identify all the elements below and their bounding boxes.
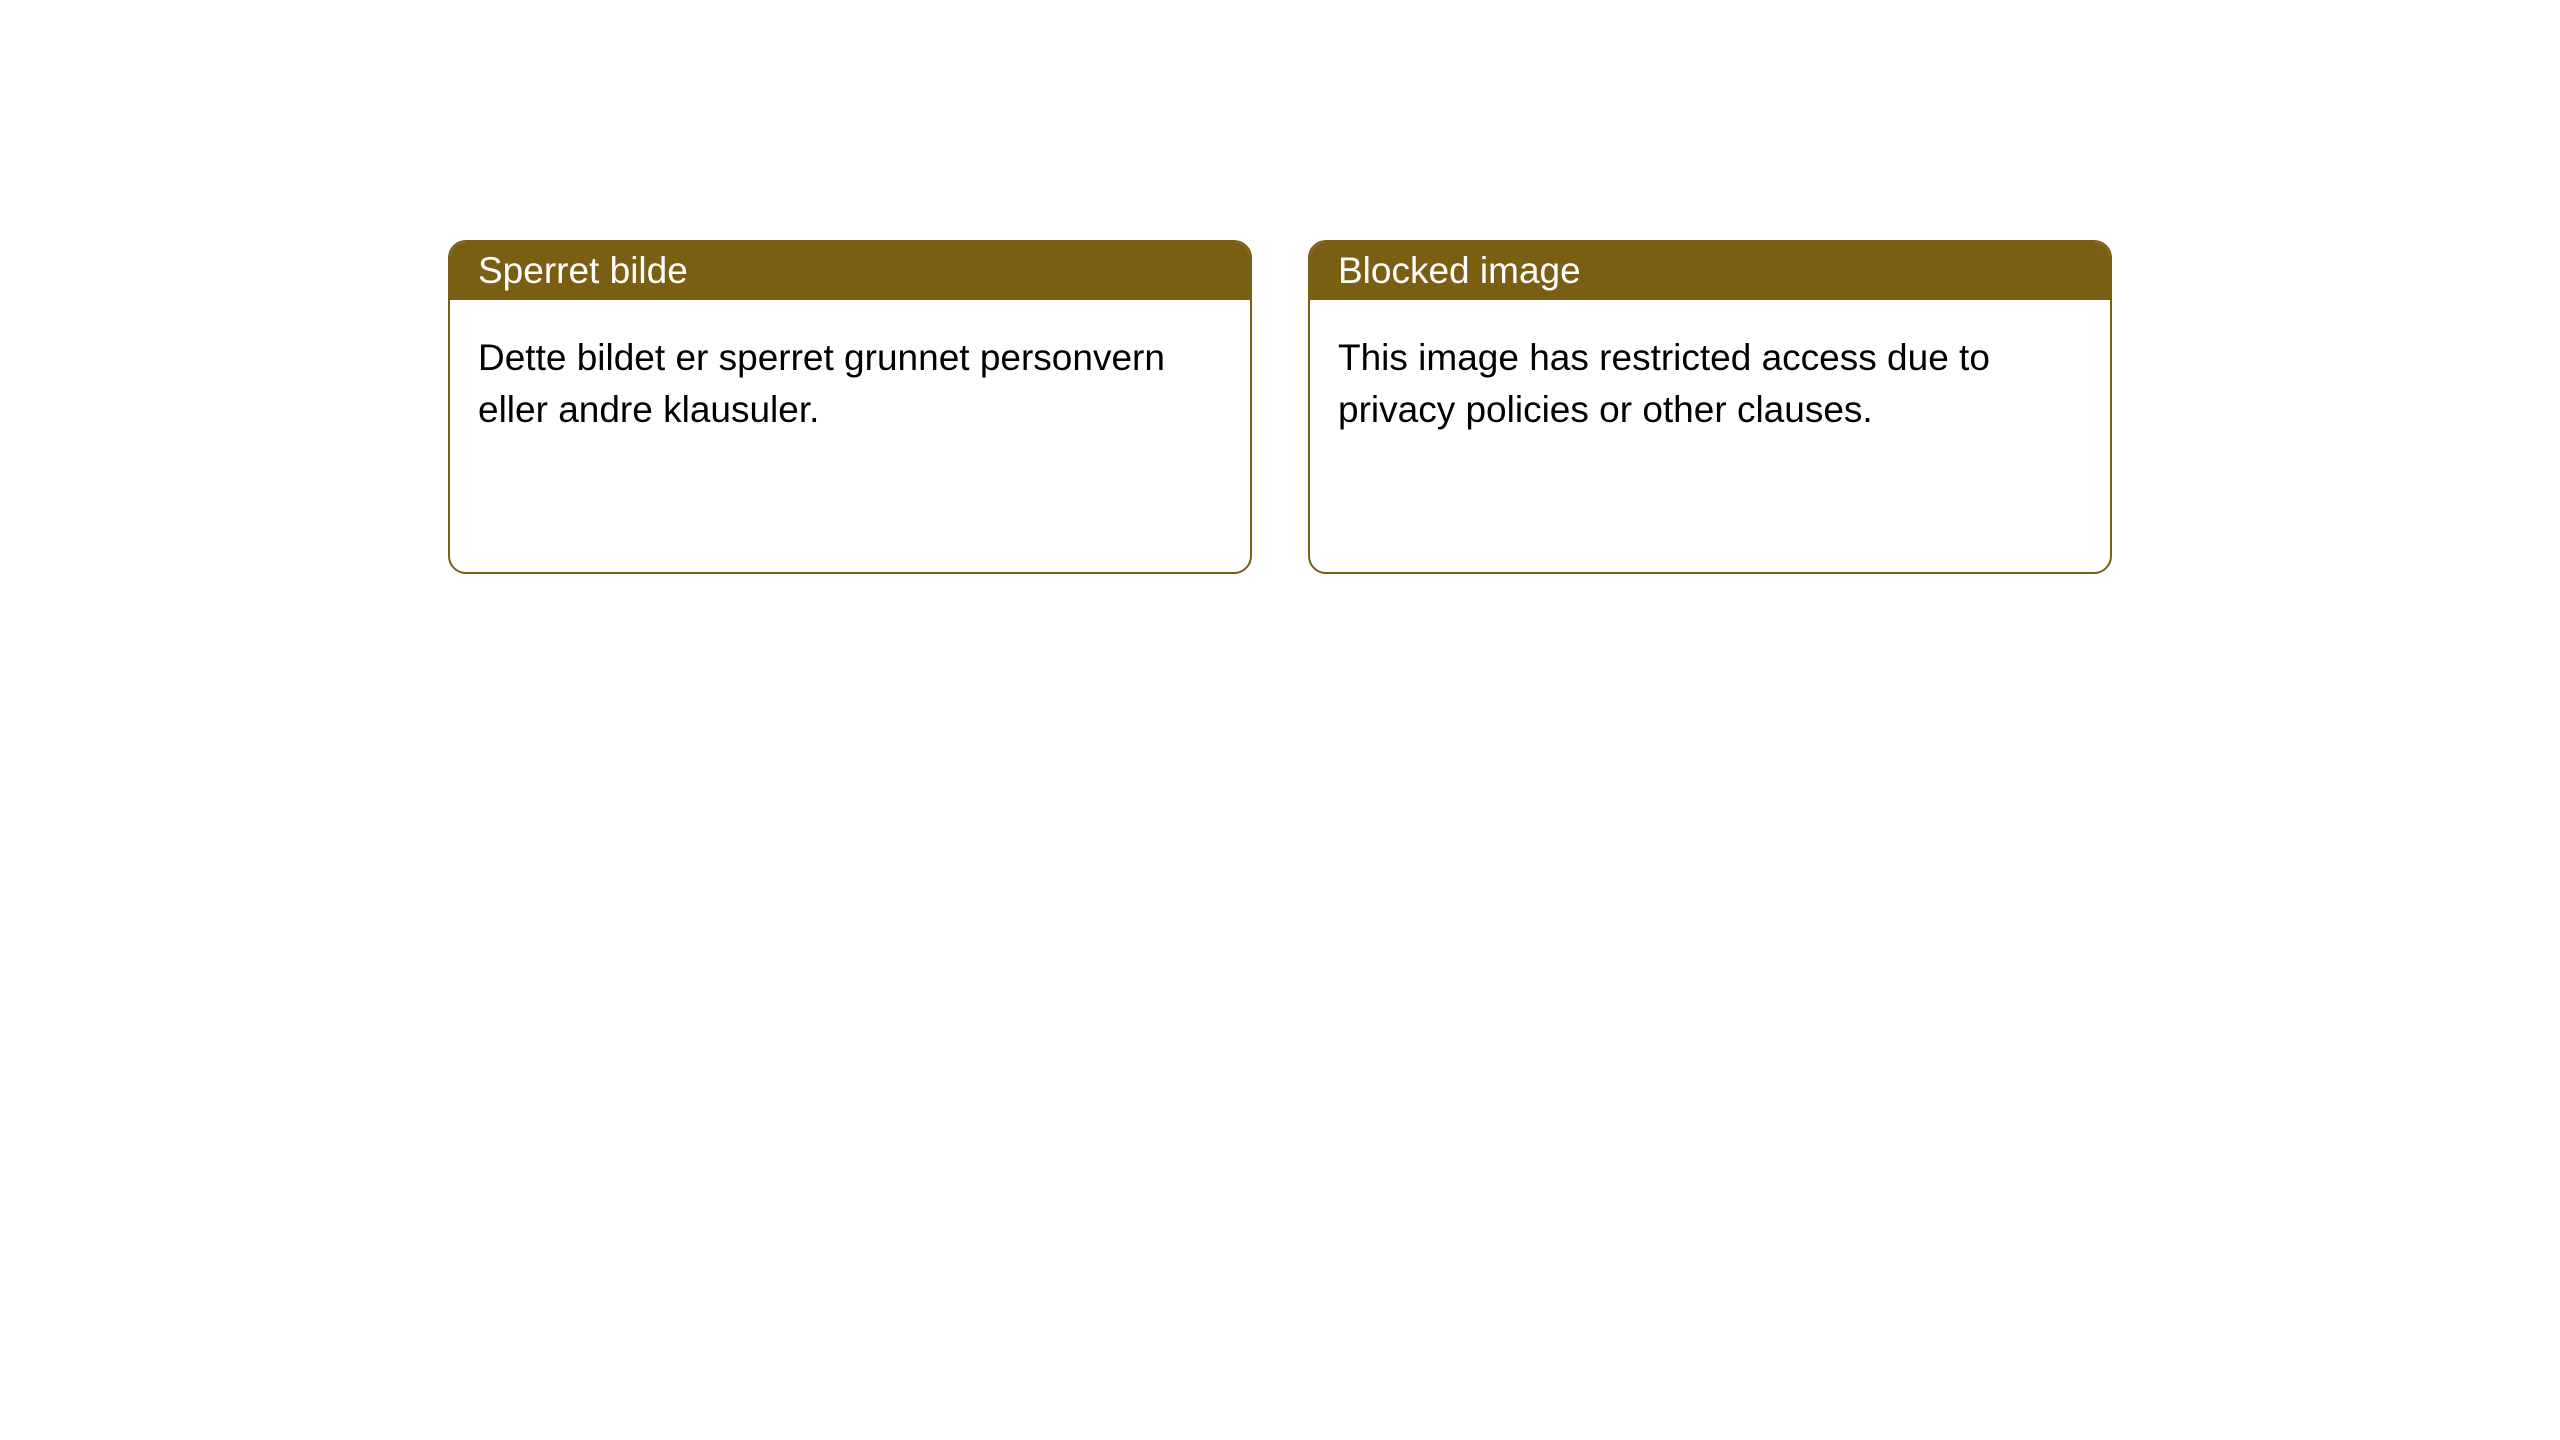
- notice-title: Blocked image: [1338, 250, 1581, 292]
- notice-container: Sperret bilde Dette bildet er sperret gr…: [0, 0, 2560, 574]
- notice-body-text: This image has restricted access due to …: [1338, 337, 1990, 430]
- notice-body-text: Dette bildet er sperret grunnet personve…: [478, 337, 1165, 430]
- notice-body: Dette bildet er sperret grunnet personve…: [450, 300, 1250, 468]
- notice-body: This image has restricted access due to …: [1310, 300, 2110, 468]
- notice-header: Sperret bilde: [450, 242, 1250, 300]
- notice-title: Sperret bilde: [478, 250, 688, 292]
- notice-header: Blocked image: [1310, 242, 2110, 300]
- notice-card-norwegian: Sperret bilde Dette bildet er sperret gr…: [448, 240, 1252, 574]
- notice-card-english: Blocked image This image has restricted …: [1308, 240, 2112, 574]
